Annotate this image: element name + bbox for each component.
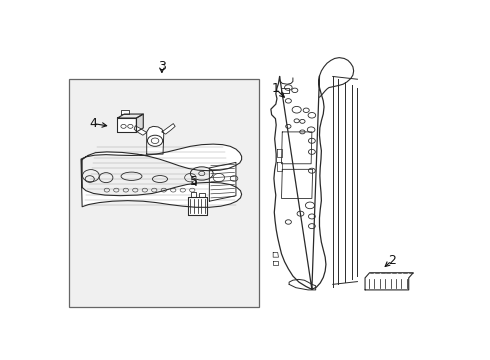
Polygon shape	[199, 193, 205, 197]
Polygon shape	[209, 162, 236, 201]
Polygon shape	[189, 197, 207, 215]
Polygon shape	[118, 114, 143, 118]
Polygon shape	[191, 192, 196, 197]
Text: 3: 3	[158, 60, 166, 73]
Polygon shape	[147, 126, 164, 154]
Polygon shape	[271, 76, 326, 289]
Polygon shape	[81, 144, 242, 207]
Polygon shape	[289, 279, 316, 290]
Text: 1: 1	[272, 82, 280, 95]
Text: 5: 5	[190, 175, 198, 188]
Polygon shape	[280, 76, 293, 84]
Polygon shape	[162, 123, 175, 134]
Polygon shape	[134, 126, 147, 135]
Polygon shape	[121, 110, 129, 114]
Polygon shape	[136, 114, 143, 132]
Polygon shape	[365, 273, 413, 290]
Polygon shape	[319, 58, 354, 97]
Polygon shape	[118, 118, 136, 132]
Text: 4: 4	[90, 117, 98, 130]
Bar	[69, 79, 259, 307]
Text: 2: 2	[388, 254, 395, 267]
